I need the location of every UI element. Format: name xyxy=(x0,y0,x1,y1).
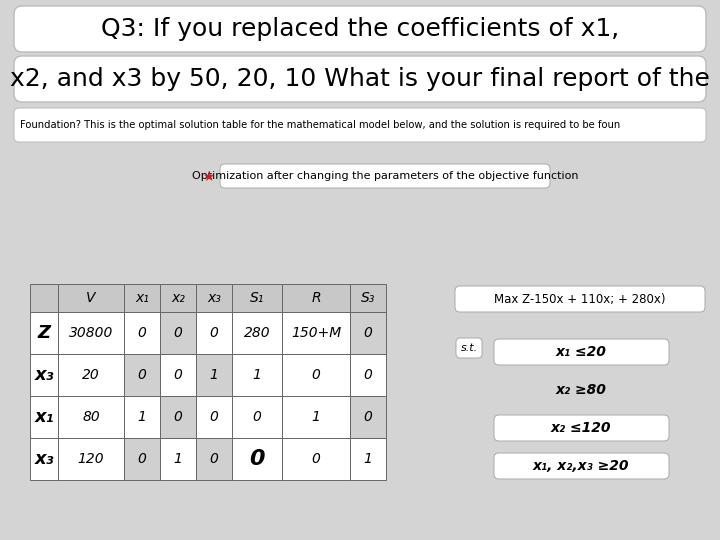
Bar xyxy=(30,312,58,354)
FancyBboxPatch shape xyxy=(494,453,669,479)
Text: Q3: If you replaced the coefficients of x1,: Q3: If you replaced the coefficients of … xyxy=(101,17,619,41)
Bar xyxy=(196,312,232,354)
Bar xyxy=(196,396,232,438)
Text: x₃: x₃ xyxy=(207,291,221,305)
Text: V: V xyxy=(86,291,96,305)
Text: 0: 0 xyxy=(210,452,218,466)
Bar xyxy=(350,438,386,480)
Bar xyxy=(232,396,282,438)
Text: x₁: x₁ xyxy=(35,408,54,426)
FancyBboxPatch shape xyxy=(14,6,706,52)
Text: 0: 0 xyxy=(249,449,265,469)
Text: 0: 0 xyxy=(174,410,182,424)
Text: 1: 1 xyxy=(253,368,261,382)
Text: 0: 0 xyxy=(174,326,182,340)
Bar xyxy=(282,354,350,396)
Bar xyxy=(30,354,58,396)
Text: 1: 1 xyxy=(174,452,182,466)
Text: Foundation? This is the optimal solution table for the mathematical model below,: Foundation? This is the optimal solution… xyxy=(20,120,620,130)
Text: 0: 0 xyxy=(210,410,218,424)
Bar xyxy=(30,438,58,480)
Text: Max Z-150x + 110x; + 280x): Max Z-150x + 110x; + 280x) xyxy=(494,293,666,306)
Bar xyxy=(160,396,196,438)
Text: S₃: S₃ xyxy=(361,291,375,305)
Bar xyxy=(282,284,350,312)
Bar xyxy=(160,284,196,312)
Text: x2, and x3 by 50, 20, 10 What is your final report of the: x2, and x3 by 50, 20, 10 What is your fi… xyxy=(10,67,710,91)
FancyBboxPatch shape xyxy=(456,338,482,358)
Bar xyxy=(58,438,124,480)
Text: 0: 0 xyxy=(210,326,218,340)
Bar xyxy=(282,438,350,480)
Text: 0: 0 xyxy=(138,452,146,466)
Bar xyxy=(58,354,124,396)
Bar xyxy=(350,312,386,354)
Text: x₁ ≤20: x₁ ≤20 xyxy=(556,345,606,359)
Text: 120: 120 xyxy=(78,452,104,466)
Bar xyxy=(232,354,282,396)
Text: 1: 1 xyxy=(364,452,372,466)
FancyBboxPatch shape xyxy=(494,415,669,441)
Text: x₃: x₃ xyxy=(35,450,54,468)
Bar xyxy=(160,438,196,480)
Text: 0: 0 xyxy=(138,368,146,382)
Text: 0: 0 xyxy=(253,410,261,424)
Bar xyxy=(160,354,196,396)
Bar xyxy=(350,284,386,312)
Text: x₂: x₂ xyxy=(171,291,185,305)
Bar xyxy=(196,284,232,312)
Text: x₂ ≤120: x₂ ≤120 xyxy=(551,421,611,435)
Text: Optimization after changing the parameters of the objective function: Optimization after changing the paramete… xyxy=(192,171,578,181)
Bar xyxy=(124,312,160,354)
Text: S₁: S₁ xyxy=(250,291,264,305)
Bar xyxy=(232,284,282,312)
Text: x₁, x₂,x₃ ≥20: x₁, x₂,x₃ ≥20 xyxy=(533,459,629,473)
Text: x₂ ≥80: x₂ ≥80 xyxy=(556,383,606,397)
Bar xyxy=(232,438,282,480)
Bar xyxy=(282,396,350,438)
Text: 80: 80 xyxy=(82,410,100,424)
Text: 0: 0 xyxy=(138,326,146,340)
Bar xyxy=(124,284,160,312)
Text: 0: 0 xyxy=(364,326,372,340)
Bar xyxy=(124,396,160,438)
Text: s.t.: s.t. xyxy=(460,343,477,353)
Text: 0: 0 xyxy=(312,452,320,466)
Text: 150+M: 150+M xyxy=(291,326,341,340)
Text: 30800: 30800 xyxy=(69,326,113,340)
Bar xyxy=(160,312,196,354)
Bar xyxy=(350,396,386,438)
Text: 0: 0 xyxy=(364,368,372,382)
Bar xyxy=(58,312,124,354)
Text: 0: 0 xyxy=(312,368,320,382)
Text: Z: Z xyxy=(37,324,50,342)
Text: ★: ★ xyxy=(202,170,215,184)
Text: 20: 20 xyxy=(82,368,100,382)
Bar xyxy=(232,312,282,354)
FancyBboxPatch shape xyxy=(494,339,669,365)
Bar xyxy=(350,354,386,396)
Text: 0: 0 xyxy=(174,368,182,382)
Text: 1: 1 xyxy=(210,368,218,382)
FancyBboxPatch shape xyxy=(220,164,550,188)
Text: 0: 0 xyxy=(364,410,372,424)
Bar xyxy=(124,438,160,480)
Bar xyxy=(196,438,232,480)
FancyBboxPatch shape xyxy=(14,108,706,142)
Text: x₃: x₃ xyxy=(35,366,54,384)
Text: 280: 280 xyxy=(243,326,270,340)
FancyBboxPatch shape xyxy=(455,286,705,312)
Bar xyxy=(30,284,58,312)
Text: R: R xyxy=(311,291,321,305)
Bar xyxy=(58,396,124,438)
Bar xyxy=(124,354,160,396)
Bar xyxy=(30,396,58,438)
Text: 1: 1 xyxy=(138,410,146,424)
Text: 1: 1 xyxy=(312,410,320,424)
Bar xyxy=(196,354,232,396)
Bar xyxy=(58,284,124,312)
Text: x₁: x₁ xyxy=(135,291,149,305)
Bar xyxy=(282,312,350,354)
FancyBboxPatch shape xyxy=(14,56,706,102)
